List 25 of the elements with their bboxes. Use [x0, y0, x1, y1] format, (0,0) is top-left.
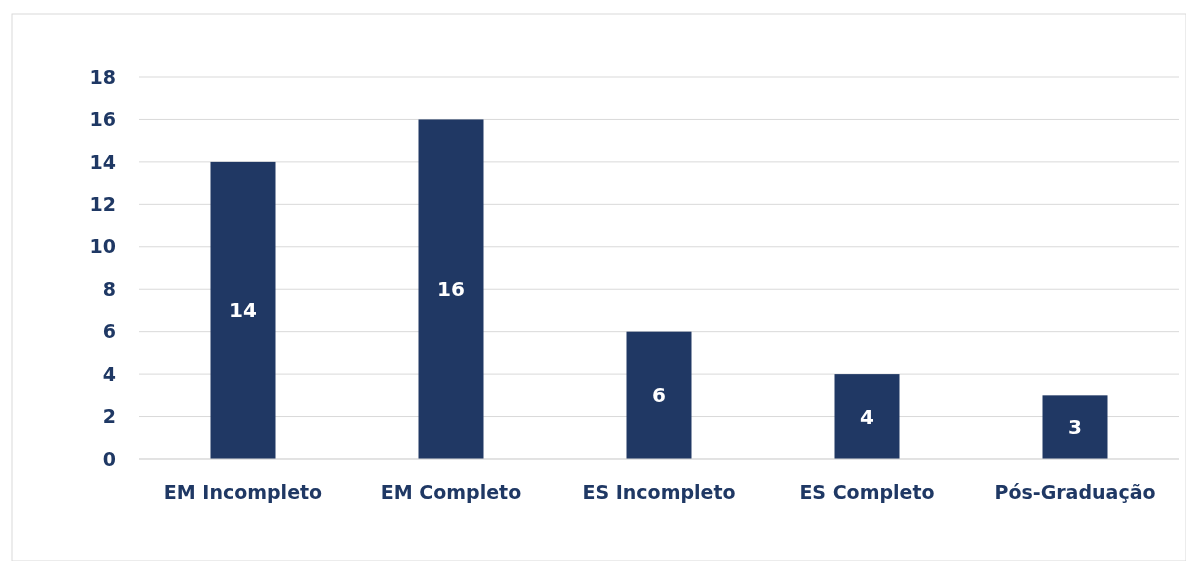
bar	[1042, 395, 1108, 459]
y-tick-label: 4	[102, 362, 116, 385]
data-label: 6	[652, 383, 666, 408]
x-tick-label: EM Completo	[380, 480, 522, 503]
y-tick-label: 8	[102, 277, 116, 300]
data-label: 3	[1068, 415, 1082, 440]
bar	[210, 161, 276, 459]
y-tick-label: 6	[102, 320, 116, 343]
bar	[418, 119, 484, 459]
x-tick-label: EM Incompleto	[163, 480, 323, 503]
data-label: 16	[437, 277, 465, 302]
bar	[626, 331, 692, 459]
x-tick-label: ES Completo	[799, 480, 935, 503]
x-tick-label: Pós-Graduação	[994, 480, 1156, 503]
y-tick-label: 0	[102, 447, 116, 470]
y-tick-label: 2	[102, 405, 116, 428]
bar	[834, 374, 900, 459]
y-tick-label: 16	[89, 108, 116, 131]
y-tick-label: 14	[89, 150, 116, 173]
data-label: 14	[229, 298, 257, 323]
data-label: 4	[860, 404, 874, 429]
x-tick-label: ES Incompleto	[582, 480, 736, 503]
y-tick-label: 10	[89, 235, 116, 258]
y-tick-label: 18	[89, 65, 116, 88]
y-tick-label: 12	[89, 192, 116, 215]
